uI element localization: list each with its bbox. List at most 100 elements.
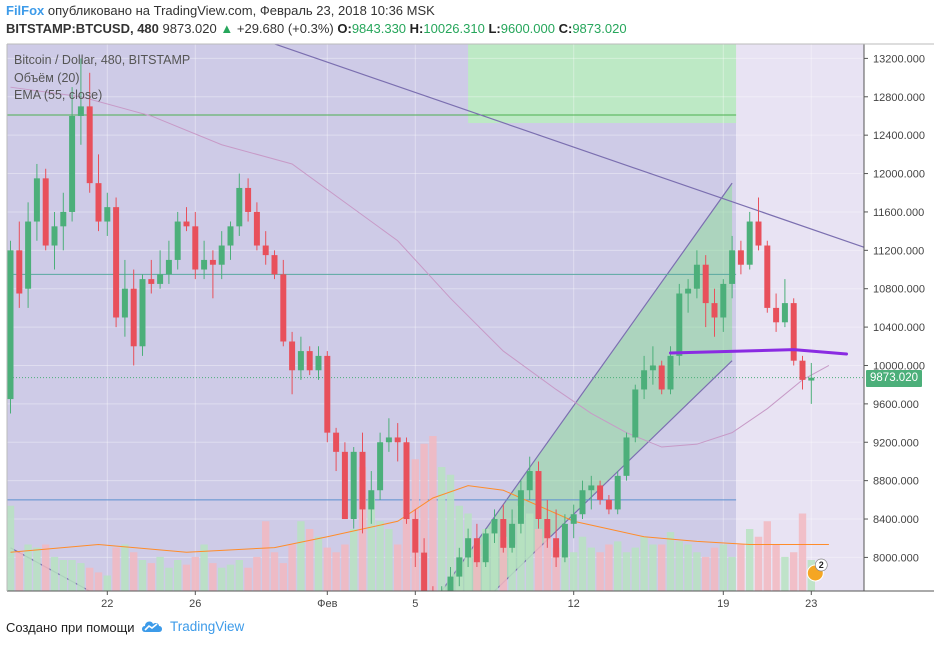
volume-bar: [473, 544, 481, 591]
volume-bar: [306, 529, 314, 591]
y-tick-label: 8800.000: [873, 476, 919, 488]
volume-bar: [605, 544, 613, 591]
candle-body: [394, 437, 401, 443]
volume-bar: [59, 560, 67, 591]
candle-body: [148, 279, 155, 284]
candle-body: [676, 293, 683, 356]
candle-body: [16, 250, 23, 294]
volume-bar: [587, 547, 595, 591]
candle-body: [157, 274, 164, 284]
candle-body: [509, 523, 516, 548]
volume-bar: [684, 544, 692, 591]
volume-bar: [191, 556, 199, 591]
low-value: 9600.000: [500, 21, 555, 36]
volume-bar: [165, 567, 173, 591]
x-tick-label: 23: [805, 598, 817, 610]
candle-body: [333, 432, 340, 452]
close-value: 9873.020: [572, 21, 627, 36]
candle-body: [95, 183, 102, 222]
candle-body: [7, 250, 14, 400]
legend-title: Bitcoin / Dollar, 480, BITSTAMP: [14, 53, 191, 67]
candle-body: [808, 377, 815, 381]
candle-body: [324, 355, 331, 433]
volume-bar: [174, 560, 182, 591]
projection-path: [669, 348, 848, 356]
volume-bar: [543, 536, 551, 591]
volume-bar: [517, 505, 525, 591]
volume-bar: [394, 544, 402, 591]
candle-body: [245, 187, 252, 212]
volume-bar: [297, 521, 305, 591]
tradingview-brand[interactable]: TradingView: [140, 618, 244, 634]
publish-text: опубликовано на TradingView.com, Февраль…: [47, 3, 435, 18]
volume-bar: [790, 552, 798, 591]
made-with-text: Создано при помощи: [6, 620, 135, 635]
volume-bar: [719, 544, 727, 591]
candle-body: [183, 221, 190, 227]
candle-body: [526, 471, 533, 491]
author-name[interactable]: FilFox: [6, 3, 45, 18]
volume-bar: [402, 490, 411, 591]
volume-bar: [270, 552, 279, 591]
volume-bar: [121, 544, 129, 591]
target-zone: [468, 44, 737, 124]
y-tick-label: 9600.000: [873, 399, 919, 411]
candle-body: [421, 552, 428, 591]
candle-body: [412, 519, 419, 553]
candle-body: [69, 115, 76, 212]
volume-bar: [235, 560, 243, 591]
publish-line: FilFox опубликовано на TradingView.com, …: [6, 3, 435, 18]
volume-bar: [253, 556, 261, 591]
candle-body: [667, 355, 674, 390]
candle-body: [113, 207, 120, 318]
volume-ma-line: [10, 485, 829, 553]
candle-body: [579, 490, 586, 515]
descending-trend-line: [272, 44, 864, 248]
y-tick-label: 12400.000: [873, 130, 925, 142]
candle-body: [25, 221, 32, 289]
y-tick-label: 8400.000: [873, 514, 919, 526]
volume-bar: [499, 536, 507, 591]
candle-body: [280, 274, 287, 342]
tradingview-label: TradingView: [170, 618, 245, 634]
candle-body: [165, 259, 172, 275]
legend-volume: Объём (20): [14, 71, 80, 85]
y-tick-label: 8000.000: [873, 552, 919, 564]
candle-body: [104, 207, 111, 222]
volume-bar: [649, 544, 657, 591]
volume-bar: [675, 541, 683, 591]
price-chart[interactable]: 13200.000 12800.000 12400.000 12000.000 1160…: [0, 38, 935, 614]
volume-bar: [209, 563, 217, 591]
candle-body: [341, 451, 348, 520]
candle-body: [60, 211, 67, 227]
candle-body: [33, 178, 40, 222]
candle-body: [544, 519, 551, 539]
candle-body: [658, 365, 665, 390]
candle-body: [306, 351, 313, 371]
low-label: L:: [488, 21, 501, 36]
volume-bar: [262, 521, 270, 591]
candle-body: [121, 288, 128, 318]
candle-body: [289, 341, 296, 371]
candle-body: [649, 365, 656, 371]
last-price-tag: 9873.020: [866, 370, 922, 387]
volume-bar: [429, 436, 437, 591]
candle-body: [632, 389, 639, 438]
candle-body: [297, 351, 304, 371]
volume-bar: [570, 552, 578, 591]
candle-body: [201, 259, 208, 270]
volume-bar: [50, 556, 59, 591]
volume-bar: [614, 541, 622, 591]
volume-bar: [385, 529, 393, 591]
y-tick-label: 12000.000: [873, 169, 925, 181]
candle-body: [139, 279, 146, 347]
volume-bar: [534, 529, 543, 591]
volume-bar: [341, 544, 349, 591]
volume-bar: [367, 498, 375, 591]
volume-bar: [754, 536, 763, 591]
volume-bar: [112, 547, 120, 591]
candle-body: [702, 264, 709, 304]
up-arrow-icon: ▲: [220, 21, 234, 36]
x-tick-label: 26: [189, 598, 201, 610]
candle-body: [597, 485, 604, 500]
